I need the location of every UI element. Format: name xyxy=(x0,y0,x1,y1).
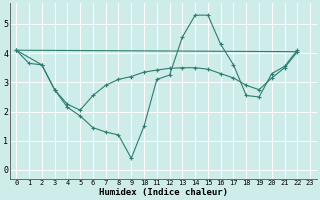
X-axis label: Humidex (Indice chaleur): Humidex (Indice chaleur) xyxy=(99,188,228,197)
